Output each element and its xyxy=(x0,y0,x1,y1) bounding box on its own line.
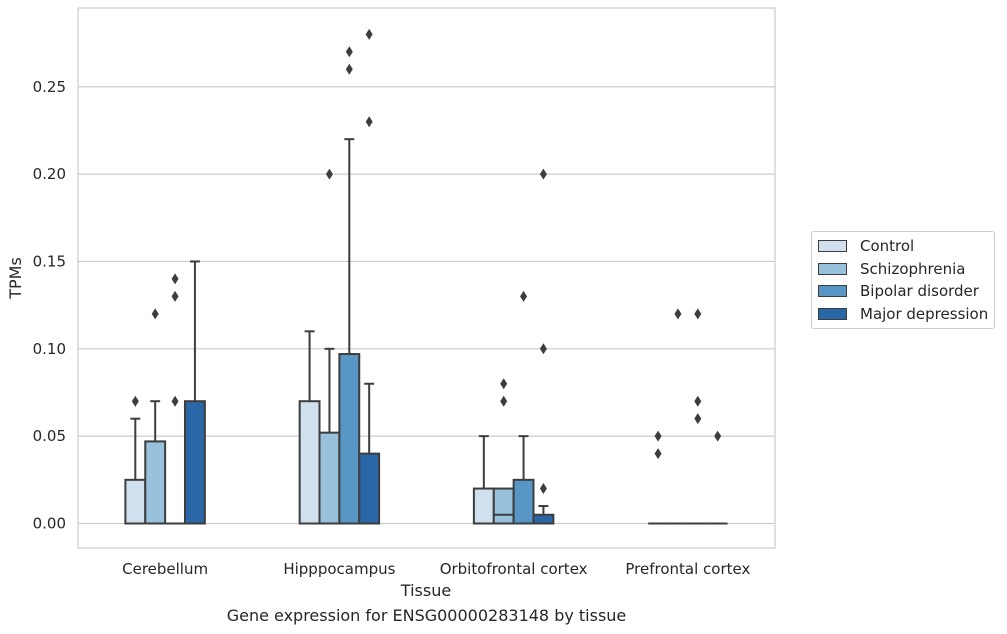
outlier-orbitofrontal-cortex-bipolar-disorder-0 xyxy=(520,290,528,302)
outlier-cerebellum-control-0 xyxy=(131,395,139,407)
box-cerebellum-major-depression xyxy=(183,400,206,525)
legend-item-major-depression: Major depression xyxy=(812,303,994,326)
outlier-orbitofrontal-cortex-schizophrenia-1 xyxy=(500,378,508,390)
outlier-cerebellum-bipolar-disorder-0 xyxy=(171,395,179,407)
figure-caption: Gene expression for ENSG00000283148 by t… xyxy=(226,606,627,625)
outlier-hipppocampus-major-depression-0 xyxy=(365,116,373,128)
legend-label-schizophrenia: Schizophrenia xyxy=(860,259,966,278)
y-tick-label-3: 0.15 xyxy=(33,252,66,270)
outlier-orbitofrontal-cortex-schizophrenia-0 xyxy=(500,395,508,407)
box-hipppocampus-control xyxy=(298,400,321,525)
outlier-cerebellum-bipolar-disorder-1 xyxy=(171,290,179,302)
outlier-hipppocampus-bipolar-disorder-1 xyxy=(345,46,353,58)
outlier-prefrontal-cortex-bipolar-disorder-2 xyxy=(694,308,702,320)
y-tick-labels: 0.00 0.05 0.10 0.15 0.20 0.25 xyxy=(33,78,66,533)
outlier-prefrontal-cortex-bipolar-disorder-0 xyxy=(694,413,702,425)
legend-item-control: Control xyxy=(812,235,994,258)
outlier-prefrontal-cortex-major-depression-0 xyxy=(714,430,722,442)
outlier-prefrontal-cortex-control-0 xyxy=(654,448,662,460)
legend: Control Schizophrenia Bipolar disorder M… xyxy=(811,231,995,329)
box-orbitofrontal-cortex-bipolar-disorder xyxy=(512,478,535,525)
legend-item-schizophrenia: Schizophrenia xyxy=(812,258,994,281)
box-hipppocampus-bipolar-disorder xyxy=(338,353,361,525)
y-tick-label-2: 0.10 xyxy=(33,340,66,358)
y-tick-label-4: 0.20 xyxy=(33,165,66,183)
outlier-hipppocampus-bipolar-disorder-0 xyxy=(345,63,353,75)
box-cerebellum-schizophrenia xyxy=(144,440,167,525)
legend-swatch-bipolar-disorder xyxy=(818,285,847,298)
y-tick-label-1: 0.05 xyxy=(33,427,66,445)
outlier-cerebellum-bipolar-disorder-2 xyxy=(171,273,179,285)
legend-swatch-major-depression xyxy=(818,307,847,320)
legend-item-bipolar-disorder: Bipolar disorder xyxy=(812,280,994,303)
outlier-prefrontal-cortex-control-1 xyxy=(654,430,662,442)
outlier-prefrontal-cortex-schizophrenia-0 xyxy=(674,308,682,320)
gridlines xyxy=(78,86,775,525)
outlier-orbitofrontal-cortex-major-depression-0 xyxy=(539,483,547,495)
boxes xyxy=(124,138,728,525)
x-tick-label-prefrontal-cortex: Prefrontal cortex xyxy=(625,560,750,578)
x-tick-label-cerebellum: Cerebellum xyxy=(122,560,208,578)
legend-label-major-depression: Major depression xyxy=(860,304,989,323)
legend-swatch-control xyxy=(818,240,847,253)
x-axis-label: Tissue xyxy=(400,581,451,600)
y-tick-label-0: 0.00 xyxy=(33,515,66,533)
box-cerebellum-control xyxy=(124,478,147,525)
box-orbitofrontal-cortex-control xyxy=(472,487,495,525)
legend-label-control: Control xyxy=(860,237,915,256)
outlier-hipppocampus-major-depression-1 xyxy=(365,28,373,40)
outlier-cerebellum-schizophrenia-0 xyxy=(151,308,159,320)
outlier-prefrontal-cortex-bipolar-disorder-1 xyxy=(694,395,702,407)
plot-frame xyxy=(77,7,776,549)
box-hipppocampus-major-depression xyxy=(358,452,381,525)
x-tick-label-orbitofrontal-cortex: Orbitofrontal cortex xyxy=(440,560,588,578)
outlier-orbitofrontal-cortex-major-depression-2 xyxy=(539,168,547,180)
x-tick-labels: Cerebellum Hipppocampus Orbitofrontal cort… xyxy=(122,560,750,578)
outliers xyxy=(131,28,722,495)
legend-swatch-schizophrenia xyxy=(818,262,847,275)
outlier-orbitofrontal-cortex-major-depression-1 xyxy=(539,343,547,355)
y-axis-label: TPMs xyxy=(6,257,25,300)
box-orbitofrontal-cortex-schizophrenia xyxy=(492,487,515,525)
box-hipppocampus-schizophrenia xyxy=(318,431,341,525)
box-orbitofrontal-cortex-major-depression xyxy=(532,513,555,525)
y-tick-label-5: 0.25 xyxy=(33,78,66,96)
legend-label-bipolar-disorder: Bipolar disorder xyxy=(860,282,979,301)
outlier-hipppocampus-schizophrenia-0 xyxy=(325,168,333,180)
x-tick-label-hipppocampus: Hipppocampus xyxy=(283,560,395,578)
